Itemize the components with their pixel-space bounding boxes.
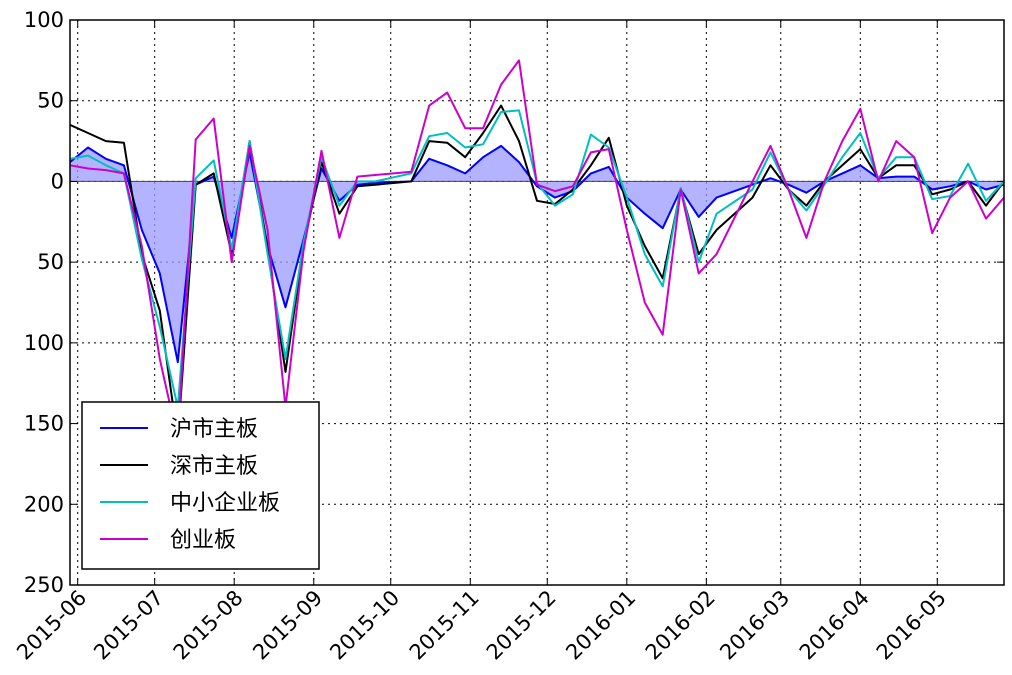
y-tick-label-7: 250 (24, 573, 64, 597)
series-line-1 (69, 104, 1005, 441)
legend-label-0: 沪市主板 (170, 417, 258, 442)
x-tick-label-4: 2015-10 (325, 586, 404, 665)
y-tick-label-2: 0 (51, 169, 64, 193)
legend-label-3: 创业板 (170, 528, 236, 553)
x-tick-label-5: 2015-11 (405, 586, 484, 665)
y-tick-label-4: 100 (24, 331, 64, 355)
x-tick-label-10: 2016-04 (795, 586, 874, 665)
x-tick-label-9: 2016-03 (715, 586, 794, 665)
y-tick-label-5: 150 (24, 412, 64, 436)
series-line-3 (69, 59, 1005, 441)
y-tick-label-1: 50 (37, 89, 64, 113)
area-fill-path (70, 145, 1004, 363)
area-fill (70, 145, 1004, 363)
x-tick-label-0: 2015-06 (12, 586, 91, 665)
x-tick-label-8: 2016-02 (641, 586, 720, 665)
y-tick-label-0: 100 (24, 8, 64, 32)
x-tick-label-7: 2016-01 (561, 586, 640, 665)
y-tick-label-3: 50 (37, 250, 64, 274)
legend: 沪市主板 深市主板 中小企业板 创业板 (81, 401, 320, 570)
x-tick-label-6: 2015-12 (482, 586, 561, 665)
legend-label-1: 深市主板 (170, 454, 258, 479)
x-tick-label-3: 2015-09 (248, 586, 327, 665)
x-tick-label-1: 2015-07 (89, 586, 168, 665)
series-lines (69, 59, 1005, 441)
legend-label-2: 中小企业板 (170, 491, 280, 516)
grid (70, 19, 1004, 586)
plot-frame (69, 19, 1005, 586)
y-tick-label-6: 200 (24, 492, 64, 516)
y-axis: 100 50 0 50 100 150 200 250 (24, 8, 1004, 597)
x-tick-label-2: 2015-08 (169, 586, 248, 665)
x-tick-label-11: 2016-05 (872, 586, 951, 665)
legend-box (81, 401, 320, 570)
